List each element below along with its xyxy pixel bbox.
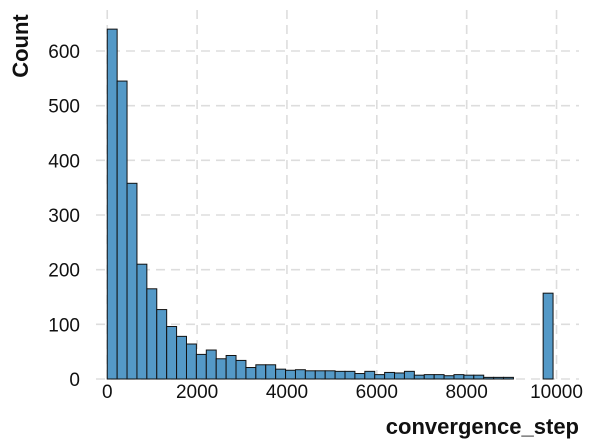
y-axis-label: Count bbox=[8, 14, 33, 78]
histogram-bar bbox=[215, 358, 227, 380]
x-axis-label: convergence_step bbox=[386, 414, 579, 439]
x-tick-label: 6000 bbox=[356, 382, 398, 403]
histogram-bar bbox=[294, 369, 306, 380]
histogram-bar bbox=[195, 353, 207, 380]
histogram-bar bbox=[275, 368, 287, 380]
histogram-bar bbox=[314, 370, 326, 380]
histogram-bar bbox=[334, 370, 346, 380]
y-tick-label: 100 bbox=[48, 315, 80, 336]
histogram-bar bbox=[146, 288, 158, 380]
bars bbox=[106, 28, 554, 380]
tick-labels: 0 2000 4000 6000 8000 10000 0 100 200 300 400 500 60… bbox=[48, 42, 583, 403]
x-tick-label: 8000 bbox=[446, 382, 488, 403]
grid bbox=[96, 10, 579, 380]
histogram-bar bbox=[136, 263, 148, 380]
histogram-bar bbox=[304, 370, 316, 380]
y-tick-label: 0 bbox=[69, 370, 80, 391]
x-tick-label: 0 bbox=[102, 382, 113, 403]
histogram-bar bbox=[473, 374, 485, 380]
histogram-bar bbox=[503, 376, 514, 380]
histogram-bar bbox=[255, 364, 267, 380]
histogram-bar bbox=[493, 376, 505, 380]
histogram-bar bbox=[285, 369, 296, 380]
x-tick-label: 4000 bbox=[266, 382, 308, 403]
histogram-bar bbox=[542, 292, 554, 380]
y-tick-label: 600 bbox=[48, 42, 80, 63]
x-tick-label: 2000 bbox=[176, 382, 218, 403]
histogram-bar bbox=[453, 374, 465, 380]
histogram-bar bbox=[374, 374, 386, 380]
histogram-bar bbox=[463, 374, 475, 380]
histogram-bar bbox=[394, 372, 405, 380]
histogram-bar bbox=[205, 349, 217, 380]
histogram-bar bbox=[403, 370, 415, 380]
histogram-bar bbox=[354, 373, 366, 380]
histogram-bar bbox=[413, 374, 425, 380]
y-tick-label: 400 bbox=[48, 151, 80, 172]
histogram-bar bbox=[364, 370, 376, 380]
histogram-bar bbox=[106, 28, 118, 380]
histogram-bar bbox=[384, 371, 396, 380]
x-tick-label: 10000 bbox=[530, 382, 583, 403]
histogram-bar bbox=[156, 309, 168, 380]
histogram-bar bbox=[116, 80, 128, 380]
histogram-bar bbox=[235, 359, 247, 380]
y-tick-label: 500 bbox=[48, 97, 80, 118]
histogram-bar bbox=[176, 335, 187, 380]
histogram-bar bbox=[245, 367, 257, 380]
histogram-bar bbox=[185, 343, 197, 380]
y-tick-label: 200 bbox=[48, 261, 80, 282]
histogram-bar bbox=[126, 182, 138, 380]
histogram-bar bbox=[433, 374, 445, 380]
histogram-bar bbox=[443, 375, 455, 380]
histogram-bar bbox=[265, 364, 277, 380]
histogram-bar bbox=[423, 374, 435, 380]
histogram-bar bbox=[483, 376, 495, 380]
y-tick-label: 300 bbox=[48, 206, 80, 227]
histogram-bar bbox=[324, 370, 336, 380]
histogram-bar bbox=[166, 326, 178, 380]
histogram-bar bbox=[225, 354, 237, 380]
histogram-bar bbox=[344, 370, 356, 380]
